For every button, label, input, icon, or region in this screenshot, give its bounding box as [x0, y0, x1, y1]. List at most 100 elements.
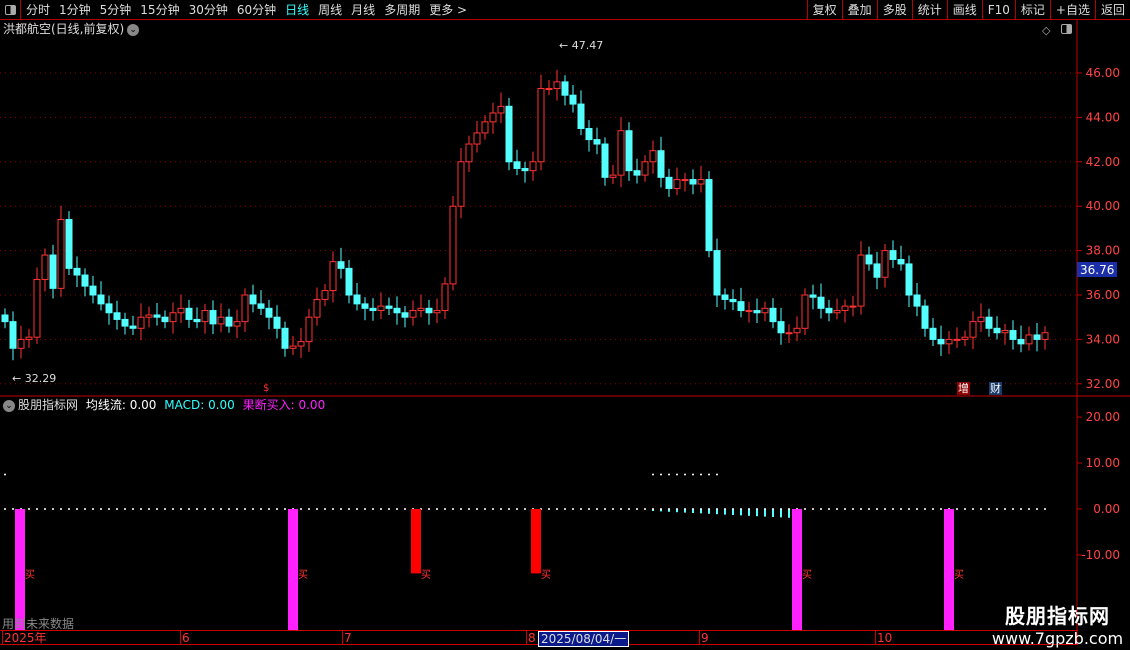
zero-dot [100, 508, 102, 510]
candle-body [489, 112, 497, 123]
tag-cai[interactable]: 财 [989, 382, 1002, 395]
candle-body [329, 261, 337, 292]
toolbar-button-5[interactable]: F10 [981, 0, 1015, 19]
zero-dot [924, 508, 926, 510]
dot [684, 473, 686, 476]
candle-body [1033, 334, 1041, 340]
candle-body [1041, 332, 1049, 340]
zero-dot [36, 508, 38, 510]
red-bar [531, 509, 541, 574]
toolbar-button-3[interactable]: 统计 [911, 0, 947, 19]
y-tick-label: 44.00 [1086, 110, 1120, 124]
toolbar-button-6[interactable]: 标记 [1014, 0, 1050, 19]
tab-period-3[interactable]: 15分钟 [140, 3, 180, 17]
zero-dot [572, 508, 574, 510]
zero-dot [916, 508, 918, 510]
y-tick-label: 10.00 [1086, 456, 1120, 470]
tab-period-6[interactable]: 日线 [285, 3, 310, 17]
zero-dot [52, 508, 54, 510]
cyan-bar [732, 509, 734, 515]
zero-dot [724, 508, 726, 510]
candle-body [377, 305, 385, 312]
toolbar-button-7[interactable]: +自选 [1049, 0, 1095, 19]
zero-dot [892, 508, 894, 510]
candle-body [761, 307, 769, 314]
tab-period-8[interactable]: 月线 [351, 3, 376, 17]
watermark: 股朋指标网 www.7gpzb.com [991, 604, 1124, 648]
zero-dot [44, 508, 46, 510]
toolbar: 分时 1分钟 5分钟 15分钟 30分钟 60分钟 日线 周线 月线 多周期 更多 > 复权 叠加 多股… [0, 0, 1130, 20]
candle-body [145, 314, 153, 318]
candle-body [905, 263, 913, 296]
dot [700, 473, 702, 476]
toolbar-button-8[interactable]: 返回 [1094, 0, 1130, 19]
candle-body [129, 325, 137, 329]
diamond-icon[interactable]: ◇ [1042, 24, 1051, 37]
candle-body [1017, 338, 1025, 345]
candle-body [985, 316, 993, 329]
tab-period-2[interactable]: 5分钟 [99, 3, 132, 17]
candle-body [409, 310, 417, 318]
candle-body [969, 321, 977, 338]
buy-mark: 买 [298, 569, 308, 581]
tab-period-7[interactable]: 周线 [318, 3, 343, 17]
zero-dot [1028, 508, 1030, 510]
cyan-bar [724, 509, 726, 515]
chevron-down-icon[interactable]: ⌄ [3, 399, 15, 412]
zero-dot [524, 508, 526, 510]
dot [660, 473, 662, 476]
tab-period-4[interactable]: 30分钟 [188, 3, 228, 17]
last-price-box [1077, 262, 1117, 277]
zero-dot [84, 508, 86, 510]
tab-period-5[interactable]: 60分钟 [236, 3, 277, 17]
zero-dot [28, 508, 30, 510]
tab-period-9[interactable]: 多周期 [384, 3, 421, 17]
toolbar-button-1[interactable]: 叠加 [841, 0, 877, 19]
y-tick-label: 0.00 [1093, 502, 1120, 516]
cyan-bar [780, 509, 782, 518]
candle-body [361, 303, 369, 309]
cyan-bar [676, 509, 678, 513]
cyan-bar [660, 509, 662, 512]
buy-mark: 买 [25, 569, 35, 581]
zero-dot [252, 508, 254, 510]
toolbar-button-0[interactable]: 复权 [806, 0, 842, 19]
cyan-bar [684, 509, 686, 513]
toolbar-button-4[interactable]: 画线 [946, 0, 982, 19]
zero-dot [484, 508, 486, 510]
panel-icon[interactable] [1061, 24, 1072, 34]
candle-body [313, 298, 321, 318]
chevron-down-icon[interactable]: ⌄ [127, 23, 140, 36]
zero-dot [908, 508, 910, 510]
zero-dot [380, 508, 382, 510]
zero-dot [828, 508, 830, 510]
candle-body [601, 143, 609, 178]
toolbar-button-2[interactable]: 多股 [876, 0, 912, 19]
candle-body [73, 267, 81, 276]
tab-period-0[interactable]: 分时 [26, 3, 51, 17]
tab-period-10[interactable]: 更多 > [429, 3, 468, 17]
candle-body [97, 294, 105, 305]
candle-body [841, 305, 849, 312]
zero-dot [748, 508, 750, 510]
zero-dot [708, 508, 710, 510]
zero-dot [884, 508, 886, 510]
dot [4, 473, 6, 476]
candle-body [457, 161, 465, 207]
zero-dot [516, 508, 518, 510]
tab-period-1[interactable]: 1分钟 [59, 3, 91, 17]
zero-dot [564, 508, 566, 510]
candle-body [513, 161, 521, 169]
y-tick-label: 36.00 [1086, 288, 1120, 302]
tag-zeng[interactable]: 增 [957, 382, 970, 395]
candle-body [297, 341, 305, 347]
panel-toggle-button[interactable] [0, 0, 21, 20]
zero-dot [964, 508, 966, 510]
zero-dot [204, 508, 206, 510]
candle-body [633, 170, 641, 176]
dot [692, 473, 694, 476]
candle-body [545, 88, 553, 91]
cyan-bar [764, 509, 766, 517]
candle-body [889, 250, 897, 260]
